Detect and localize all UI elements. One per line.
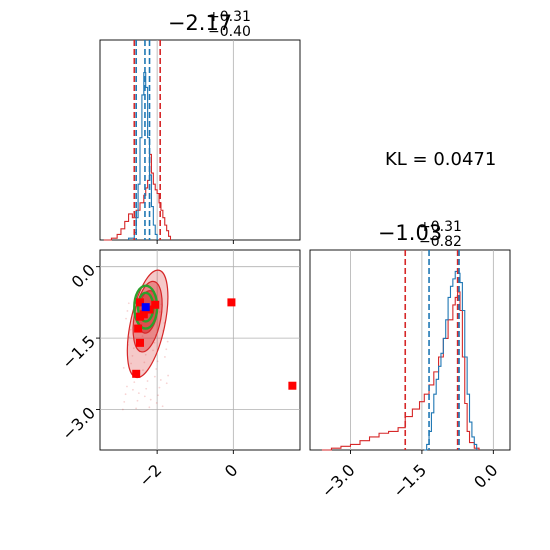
scatter-point: [132, 347, 135, 350]
blue-square-marker: [141, 303, 150, 312]
x-tick-label: −1.5: [389, 460, 430, 501]
param1-title: −2.17: [168, 11, 232, 35]
scatter-point: [126, 310, 129, 312]
scatter-point: [148, 406, 151, 409]
scatter-point: [127, 302, 130, 305]
scatter-point: [132, 388, 134, 391]
scatter-point: [158, 386, 161, 389]
x-tick-label: −2: [135, 460, 165, 490]
x-tick-label: 0: [221, 460, 242, 481]
hist2-red-series: [321, 291, 480, 451]
scatter-point: [142, 369, 144, 371]
scatter-point: [167, 374, 170, 377]
scatter-point: [141, 335, 144, 338]
scatter-frame: [99, 249, 301, 451]
param1-median: −2.17: [168, 11, 232, 35]
x-tick-label: 0.0: [470, 460, 501, 491]
param2-title-minus: −0.82: [419, 234, 462, 250]
scatter-point: [128, 336, 131, 339]
scatter-point: [164, 356, 166, 358]
scatter-point: [136, 399, 139, 402]
red-square-marker: [136, 312, 144, 321]
scatter-point: [149, 398, 152, 401]
scatter-point: [165, 348, 168, 351]
param1-title-minus: −0.40: [208, 24, 251, 40]
red-square-marker: [132, 369, 141, 378]
y-tick-label: −1.5: [58, 332, 99, 373]
scatter-point: [155, 368, 158, 370]
param2-title: −1.03: [378, 221, 442, 245]
scatter-point: [155, 402, 158, 404]
hist2-blue-series: [424, 270, 478, 451]
scatter-point: [121, 408, 124, 411]
scatter-point: [143, 361, 146, 364]
scatter-point: [143, 395, 146, 398]
red-square-marker: [227, 298, 236, 307]
scatter-point: [145, 387, 148, 390]
red-square-marker: [134, 324, 143, 333]
scatter-point: [124, 393, 127, 396]
scatter-point: [153, 375, 156, 378]
scatter-point: [156, 360, 159, 363]
scatter-point: [135, 407, 138, 410]
scatter-point: [125, 317, 127, 320]
x-tick-label: −3.0: [318, 460, 359, 501]
y-tick-label: −3.0: [58, 403, 99, 444]
scatter-point: [146, 380, 149, 382]
scatter-point: [129, 328, 132, 331]
hist-param1-frame: [99, 39, 301, 241]
scatter-point: [161, 405, 164, 408]
scatter-point: [122, 367, 125, 369]
red-square-marker: [136, 298, 144, 307]
param2-title-plus: +0.31: [419, 219, 462, 235]
scatter-point: [157, 394, 159, 397]
scatter-point: [137, 392, 140, 394]
scatter-point: [166, 340, 169, 343]
red-square-marker: [136, 338, 144, 347]
red-square-marker: [151, 300, 160, 309]
scatter-point: [152, 349, 154, 352]
scatter-point: [126, 385, 128, 388]
scatter-point: [165, 382, 168, 385]
scatter-point: [159, 379, 162, 381]
scatter-point: [153, 341, 156, 344]
scatter-point: [130, 362, 132, 365]
red-square-marker: [288, 381, 297, 390]
scatter-point: [131, 354, 134, 357]
scatter-point: [123, 400, 126, 403]
scatter-point: [158, 311, 161, 313]
param1-title-plus: +0.31: [208, 9, 251, 25]
scatter-point: [133, 381, 136, 384]
scatter-point: [144, 353, 147, 356]
kl-annotation: KL = 0.0471: [385, 149, 496, 170]
y-tick-label: 0.0: [68, 260, 99, 291]
hist-param2-frame: [309, 249, 511, 451]
param2-median: −1.03: [378, 221, 442, 245]
